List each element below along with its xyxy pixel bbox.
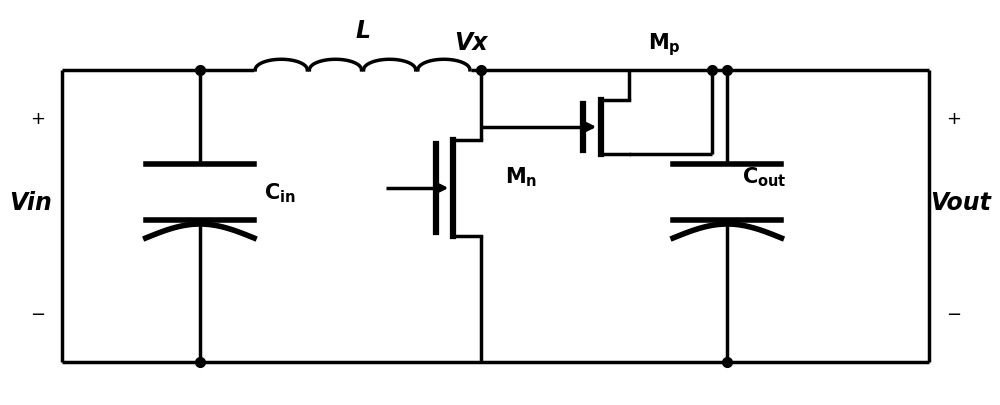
Text: −: − xyxy=(946,305,962,323)
Text: $\mathbf{C_{out}}$: $\mathbf{C_{out}}$ xyxy=(742,165,787,188)
Text: $\mathbf{C_{in}}$: $\mathbf{C_{in}}$ xyxy=(264,181,296,204)
Text: +: + xyxy=(946,110,961,128)
Text: +: + xyxy=(30,110,45,128)
Text: Vout: Vout xyxy=(930,190,991,215)
Text: $\mathbf{M_p}$: $\mathbf{M_p}$ xyxy=(648,31,681,58)
Text: Vx: Vx xyxy=(454,31,488,55)
Text: −: − xyxy=(30,305,45,323)
Text: $\mathbf{M_n}$: $\mathbf{M_n}$ xyxy=(505,165,538,188)
Text: Vin: Vin xyxy=(9,190,52,215)
Text: L: L xyxy=(355,19,370,43)
